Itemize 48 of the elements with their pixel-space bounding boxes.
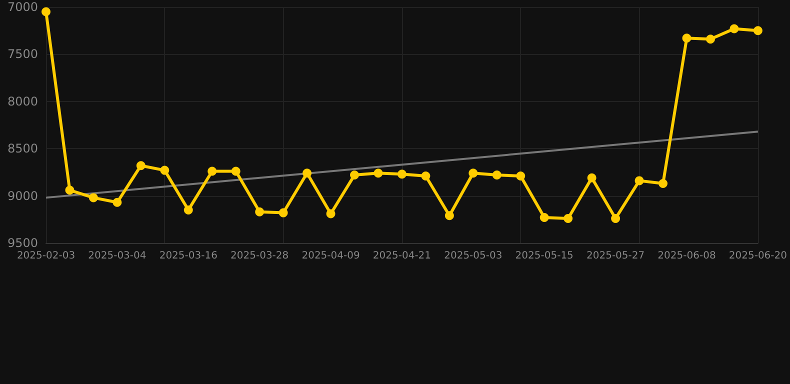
point	[302, 168, 312, 178]
y-tick-label: 8500	[7, 142, 38, 156]
point	[350, 170, 360, 180]
x-tick-label: 2025-04-09	[302, 250, 360, 262]
point	[231, 166, 240, 176]
y-tick-label: 7000	[7, 0, 38, 14]
y-tick-label: 8000	[7, 94, 38, 108]
point	[540, 213, 549, 222]
point	[730, 24, 739, 34]
x-tick-label: 2025-04-21	[372, 250, 432, 262]
point	[587, 173, 596, 182]
x-tick-label: 2025-03-28	[230, 250, 289, 262]
point	[112, 198, 122, 207]
point	[444, 211, 454, 220]
x-tick-label: 2025-03-16	[159, 250, 218, 262]
point	[184, 205, 193, 214]
point	[136, 161, 146, 170]
point	[564, 214, 573, 223]
y-tick-label: 7500	[7, 47, 38, 62]
point	[278, 208, 288, 218]
point	[65, 186, 74, 195]
point	[682, 34, 692, 43]
point	[88, 193, 98, 202]
point	[634, 176, 644, 186]
point	[706, 34, 715, 44]
x-tick-label: 2025-05-15	[515, 250, 574, 262]
point	[753, 26, 762, 36]
x-tick-label: 2025-05-03	[444, 250, 502, 262]
point	[208, 166, 217, 176]
point	[397, 170, 406, 179]
x-tick-label: 2025-06-20	[728, 250, 788, 262]
point	[516, 171, 526, 180]
point	[42, 7, 50, 16]
y-tick-label: 9000	[7, 188, 38, 203]
x-tick-label: 2025-05-27	[586, 250, 645, 262]
point	[492, 170, 502, 180]
point	[255, 207, 264, 216]
x-tick-label: 2025-03-04	[88, 250, 146, 262]
point	[468, 168, 478, 178]
point	[611, 214, 620, 223]
point	[160, 166, 170, 175]
point	[326, 209, 336, 218]
x-tick-label: 2025-02-03	[16, 250, 76, 262]
point	[421, 171, 430, 180]
point	[658, 179, 668, 188]
x-tick-label: 2025-06-08	[658, 250, 716, 262]
y-tick-label: 9500	[7, 236, 38, 250]
point	[374, 168, 383, 178]
